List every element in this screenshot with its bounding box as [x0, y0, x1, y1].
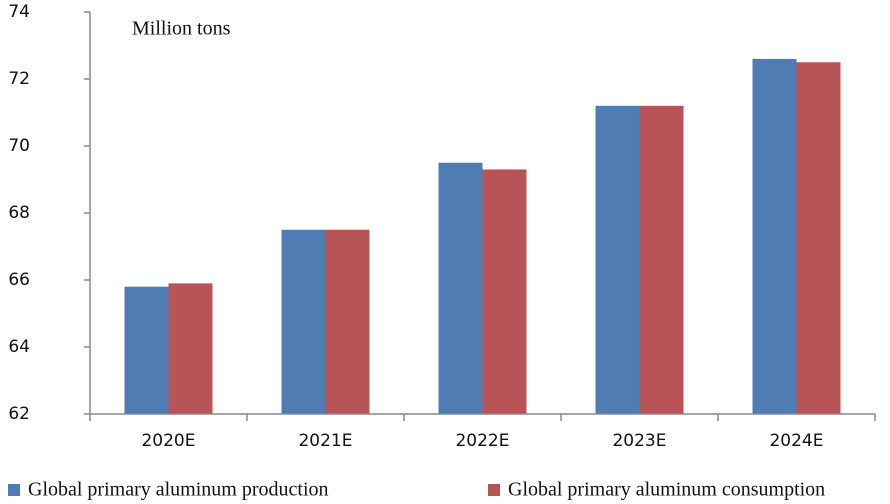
bar [595, 105, 640, 415]
legend-swatch [8, 484, 20, 496]
x-tick-label: 2021E [298, 431, 352, 451]
annotation: Million tons [132, 18, 231, 40]
x-tick-label: 2023E [612, 431, 666, 451]
y-tick-label: 72 [8, 69, 30, 89]
bar [325, 229, 370, 414]
y-tick-label: 74 [8, 2, 30, 22]
y-tick-label: 70 [8, 136, 30, 156]
x-tick-label: 2020E [141, 431, 195, 451]
bar [482, 169, 527, 414]
bar [752, 58, 797, 415]
bar [124, 286, 169, 414]
bar [639, 105, 684, 415]
x-tick-label: 2022E [455, 431, 509, 451]
y-tick-label: 66 [8, 270, 30, 290]
legend-label: Global primary aluminum consumption [508, 479, 825, 501]
y-tick-label: 62 [8, 404, 30, 424]
bar [281, 229, 326, 414]
bar [438, 162, 483, 414]
y-tick-label: 64 [8, 337, 30, 357]
bar [168, 283, 213, 414]
bar [796, 62, 841, 414]
y-tick-label: 68 [8, 203, 30, 223]
x-tick-label: 2024E [769, 431, 823, 451]
legend-swatch [488, 484, 500, 496]
legend-label: Global primary aluminum production [28, 479, 329, 501]
